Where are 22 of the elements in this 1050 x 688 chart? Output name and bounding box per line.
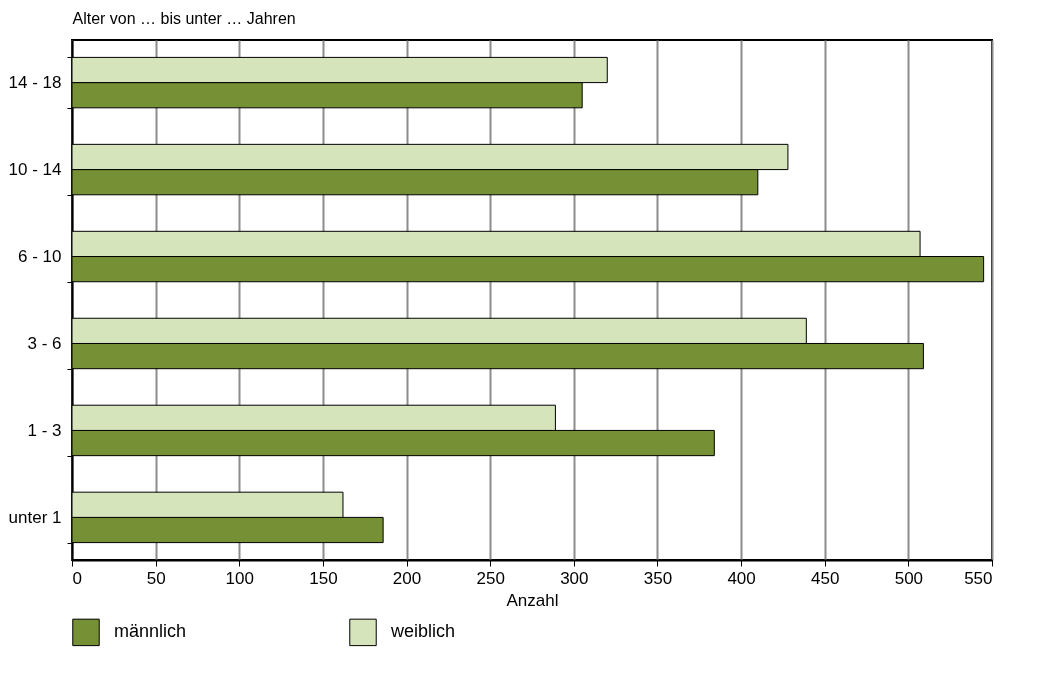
x-tick-label: 550: [964, 568, 993, 588]
x-tick-label: 0: [72, 568, 82, 588]
x-tick-label: 100: [225, 568, 254, 588]
legend-label: männlich: [114, 621, 187, 642]
y-tick-label: 14 - 18: [8, 73, 62, 93]
x-tick-label: 400: [727, 568, 756, 588]
x-tick-label: 50: [146, 568, 166, 588]
y-tick-label: 10 - 14: [8, 160, 62, 180]
x-tick-label: 350: [643, 568, 673, 588]
x-tick-label: 250: [476, 568, 505, 588]
x-tick-label: 150: [309, 568, 338, 588]
x-axis-title: Anzahl: [506, 590, 559, 610]
y-tick-label: 3 - 6: [27, 333, 62, 353]
x-tick-label: 200: [392, 568, 422, 588]
y-tick-label: 1 - 3: [27, 420, 62, 440]
x-tick-label: 500: [894, 568, 924, 588]
y-axis-title: Alter von … bis unter … Jahren: [72, 9, 296, 27]
x-tick-label: 300: [560, 568, 589, 588]
y-tick-label: 6 - 10: [18, 247, 62, 267]
y-tick-label: unter 1: [8, 507, 62, 527]
legend-label: weiblich: [390, 621, 456, 642]
x-tick-label: 450: [811, 568, 840, 588]
